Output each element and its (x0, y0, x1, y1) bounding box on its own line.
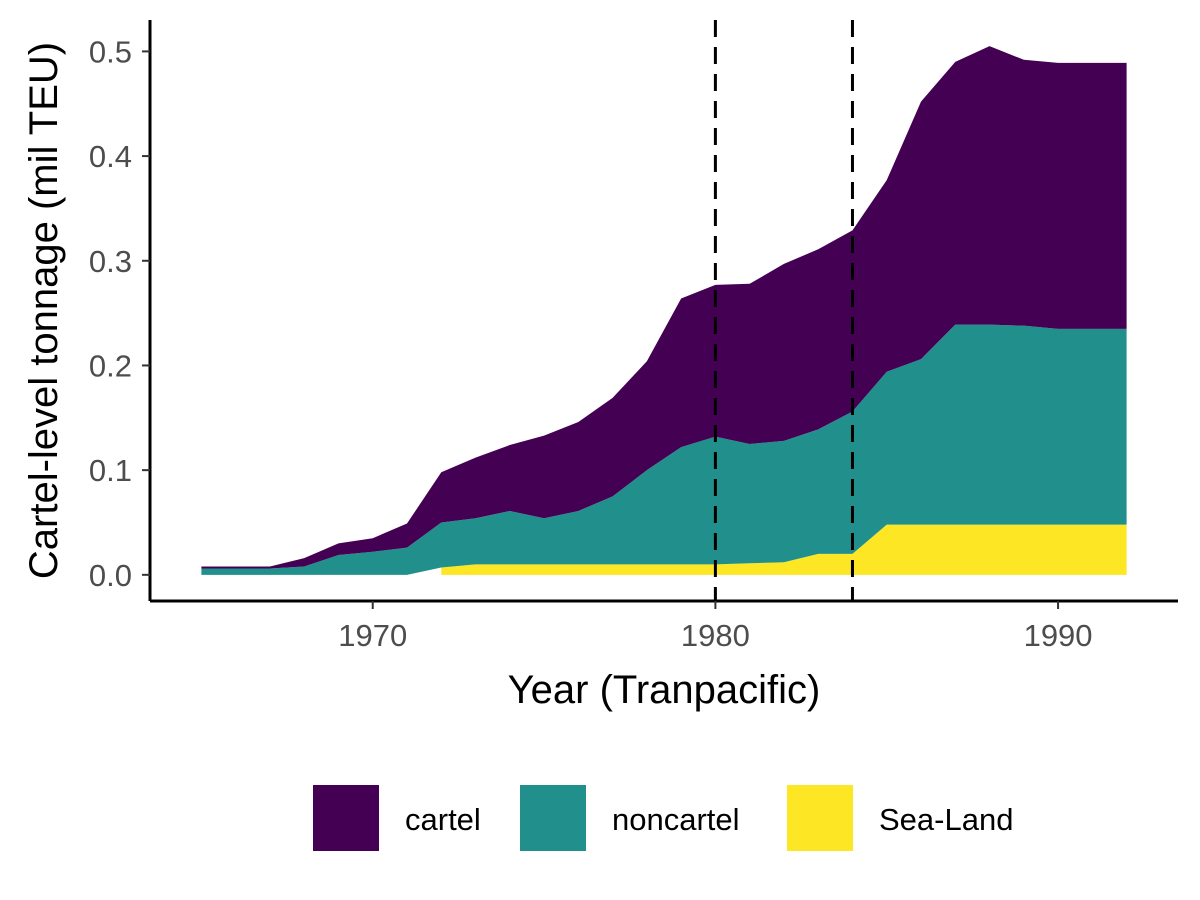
legend-label-cartel: cartel (405, 802, 481, 837)
y-tick-label: 0.4 (89, 139, 132, 174)
reference-lines (713, 20, 854, 601)
x-axis-ticks: 1970 1980 1990 (338, 601, 1093, 653)
legend-label-noncartel: noncartel (612, 802, 740, 837)
x-axis-title: Year (Tranpacific) (508, 668, 821, 712)
y-tick-label: 0.0 (89, 558, 132, 593)
legend: cartel noncartel Sea-Land (313, 785, 1013, 851)
area-sea-land (441, 524, 1127, 575)
y-axis-title: Cartel-level tonnage (mil TEU) (22, 42, 66, 579)
legend-label-sea-land: Sea-Land (879, 802, 1013, 837)
x-tick-label: 1980 (681, 618, 750, 653)
x-tick-label: 1970 (338, 618, 407, 653)
y-tick-label: 0.3 (89, 244, 132, 279)
area-layer (201, 46, 1127, 575)
legend-key-sea-land (787, 785, 853, 851)
area-noncartel (201, 324, 1127, 575)
y-tick-label: 0.2 (89, 348, 132, 383)
area-cartel (201, 46, 1127, 569)
x-tick-label: 1990 (1024, 618, 1093, 653)
y-axis-ticks: 0.0 0.1 0.2 0.3 0.4 0.5 (89, 34, 150, 593)
legend-key-cartel (313, 785, 379, 851)
y-tick-label: 0.5 (89, 34, 132, 69)
y-tick-label: 0.1 (89, 453, 132, 488)
legend-key-noncartel (520, 785, 586, 851)
